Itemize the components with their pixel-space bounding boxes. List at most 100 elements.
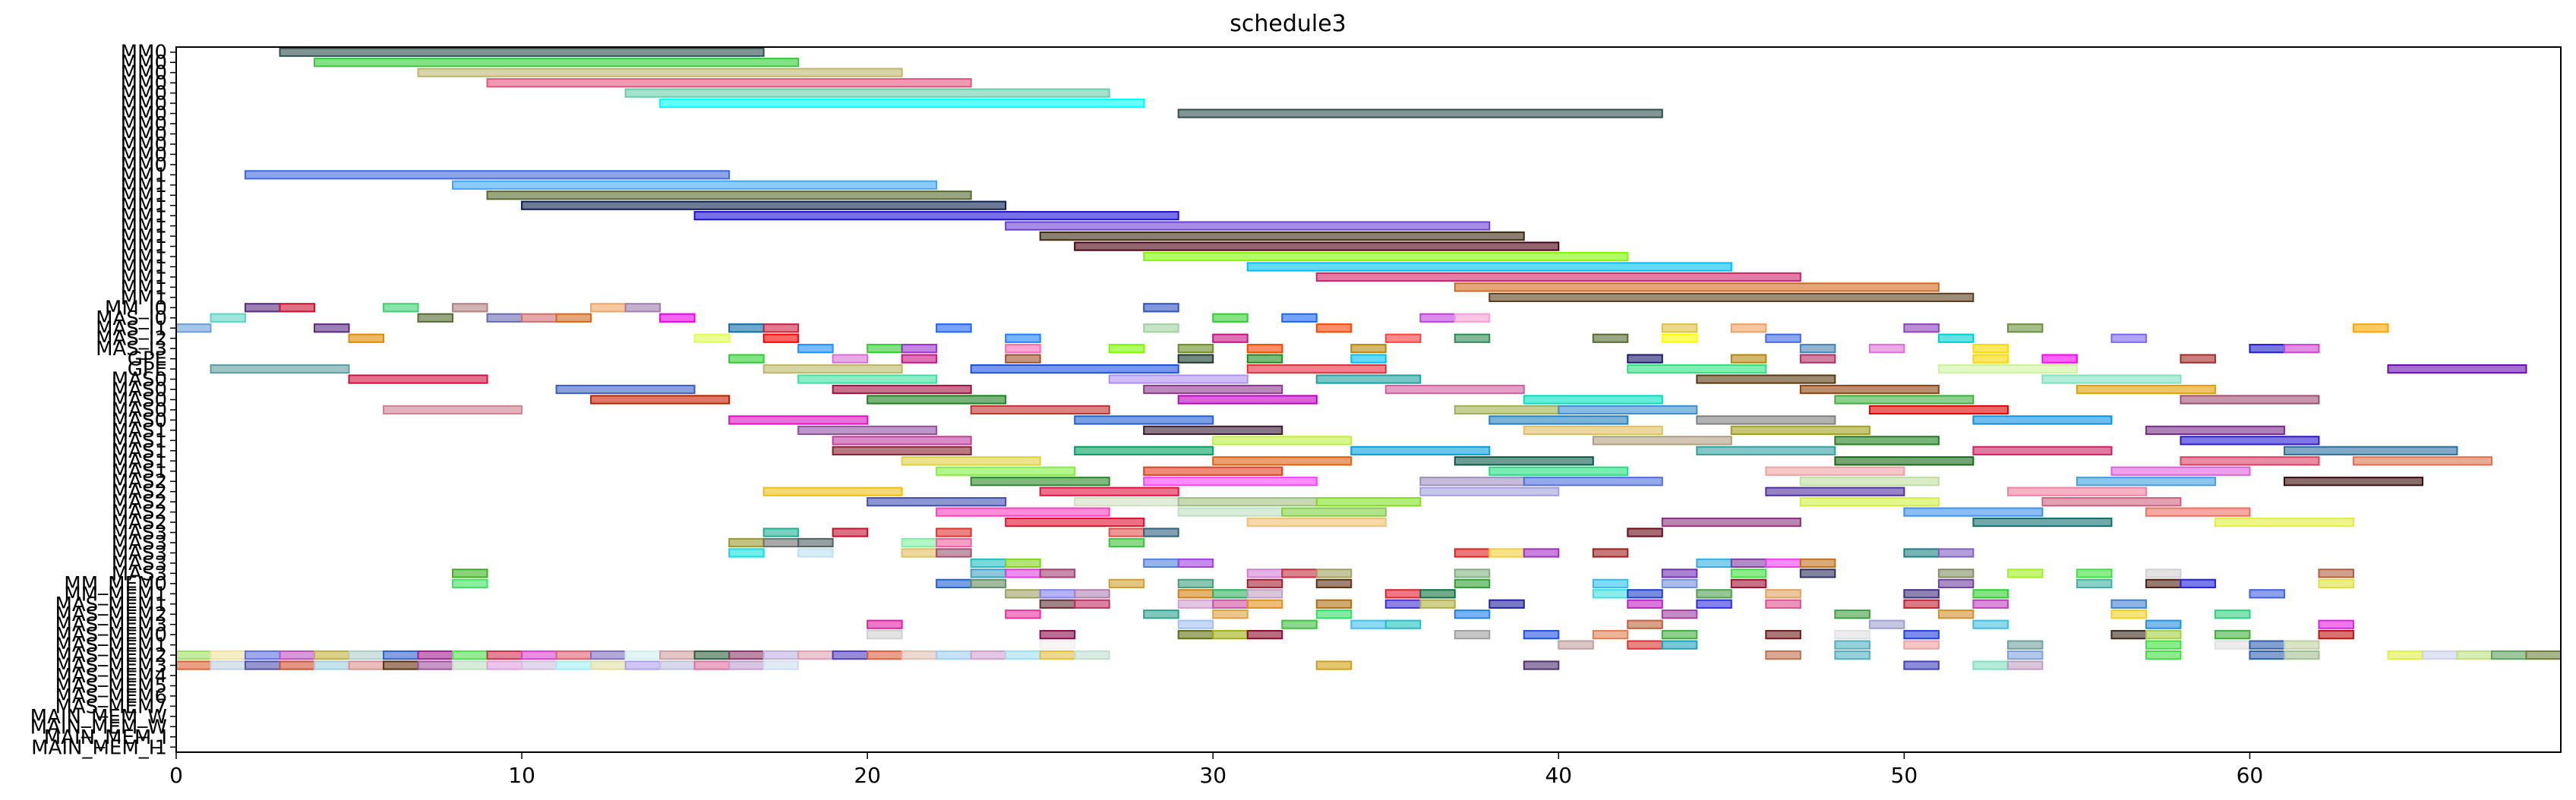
task-bar <box>175 323 212 333</box>
task-bar <box>348 650 385 660</box>
task-bar <box>590 303 627 313</box>
task-bar <box>521 660 557 670</box>
task-bar <box>1212 599 1249 609</box>
task-bar <box>2318 630 2354 640</box>
task-bar <box>417 650 454 660</box>
task-bar <box>2145 569 2182 578</box>
task-bar <box>1661 640 1698 650</box>
task-bar <box>1074 599 1110 609</box>
task-bar <box>797 374 938 384</box>
task-bar <box>1488 415 1629 425</box>
task-bar <box>1972 354 2009 364</box>
task-bar <box>2318 578 2354 588</box>
task-bar <box>1419 589 1456 599</box>
task-bar <box>1315 599 1353 609</box>
task-bar <box>1834 640 1870 650</box>
task-bar <box>1730 578 1767 588</box>
task-bar <box>1454 405 1560 415</box>
task-bar <box>210 313 247 323</box>
task-bar <box>1315 609 1353 619</box>
task-bar <box>1315 569 1353 578</box>
task-bar <box>2421 650 2458 660</box>
task-bar <box>1143 528 1179 537</box>
task-bar <box>2110 609 2147 619</box>
task-bar <box>1212 313 1249 323</box>
y-tick-label: MAS_I1 <box>96 317 167 340</box>
task-bar <box>1937 364 2078 374</box>
task-bar <box>1039 569 1076 578</box>
x-tick-label: 10 <box>508 763 535 788</box>
y-tick-labels: MM0MM0MM0MM0MM0MM0MM0MM0MM0MM0MM0MM0MM1M… <box>30 42 176 759</box>
x-tick-label: 0 <box>169 763 183 788</box>
task-bar <box>1384 333 1422 343</box>
task-bar <box>1799 384 1940 395</box>
task-bar <box>1868 619 1905 629</box>
task-bar <box>486 191 972 200</box>
task-bar <box>1315 374 1422 384</box>
task-bar <box>1972 517 2113 528</box>
x-ticks: 0 10 20 30 40 50 60 <box>169 752 2263 788</box>
task-bar <box>314 650 350 660</box>
task-bar <box>762 528 800 537</box>
task-bar <box>1765 558 1801 569</box>
task-bar <box>2283 344 2320 354</box>
task-bar <box>901 537 938 548</box>
y-tick-label: MM1 <box>121 175 167 197</box>
task-bar <box>1799 477 1940 487</box>
task-bar <box>1765 650 1801 660</box>
task-bar <box>1212 436 1353 446</box>
task-bar <box>2006 640 2044 650</box>
task-bar <box>2249 344 2285 354</box>
task-bar <box>1558 405 1698 415</box>
task-bar <box>832 354 869 364</box>
task-bar <box>1765 487 1905 496</box>
task-bar <box>1661 517 1801 528</box>
task-bar <box>832 528 869 537</box>
task-bar <box>452 180 938 190</box>
task-bar <box>1523 660 1560 670</box>
task-bar <box>1384 384 1525 395</box>
task-bar <box>486 660 523 670</box>
y-tick-label: MM0 <box>121 123 167 146</box>
task-bar <box>936 466 1076 476</box>
task-bar <box>1627 589 1663 599</box>
task-bar <box>1177 354 1214 364</box>
y-tick-label: MM_I0 <box>105 297 167 320</box>
y-tick-label: MM1 <box>121 164 167 187</box>
task-bar <box>867 497 1007 507</box>
task-bar <box>1315 272 1801 282</box>
task-bar <box>1177 395 1318 405</box>
task-bar <box>452 303 488 313</box>
task-bar <box>1350 354 1387 364</box>
task-bar <box>1627 619 1663 629</box>
task-bar <box>1315 660 1353 670</box>
task-bar <box>1488 548 1525 558</box>
y-tick-label: MAS1 <box>112 440 167 463</box>
task-bar <box>210 650 247 660</box>
task-bar <box>2006 323 2044 333</box>
task-bar <box>348 333 385 343</box>
task-bar <box>728 548 765 558</box>
y-tick-label: MAS3 <box>112 532 167 555</box>
y-tick-label: MAS_MEM6 <box>55 685 167 708</box>
task-bar <box>693 650 731 660</box>
task-bar <box>383 650 419 660</box>
task-bar <box>1005 344 1041 354</box>
task-bar <box>383 405 523 415</box>
y-tick-label: MAS0 <box>112 409 167 432</box>
y-tick-label: MM1 <box>121 225 167 248</box>
y-tick-label: MM1 <box>121 287 167 310</box>
y-tick-label: MM0 <box>121 83 167 106</box>
task-bar <box>2145 507 2251 517</box>
y-tick-label: MAS0 <box>112 399 167 422</box>
task-bar <box>383 303 419 313</box>
task-bar <box>659 98 1145 109</box>
task-bar <box>901 650 938 660</box>
task-bar <box>2076 569 2113 578</box>
task-bar <box>314 58 800 68</box>
task-bar <box>1696 446 1836 455</box>
task-bar <box>936 528 972 537</box>
task-bar <box>1419 477 1525 487</box>
task-bar <box>1903 589 1940 599</box>
